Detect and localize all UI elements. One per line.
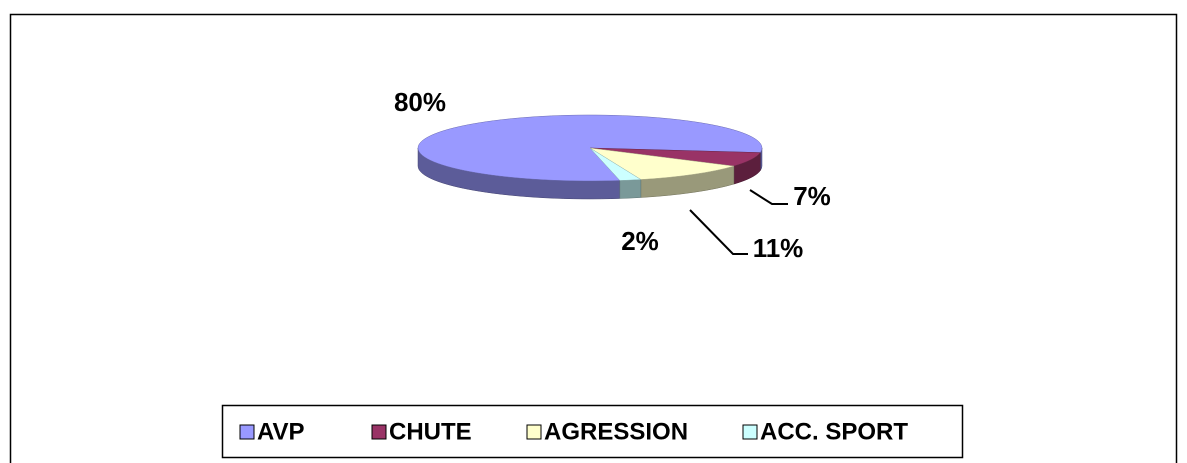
- legend-label: ACC. SPORT: [760, 418, 908, 445]
- legend-label: CHUTE: [389, 418, 472, 445]
- data-label: 2%: [621, 226, 659, 256]
- chart-frame: [9, 13, 1178, 463]
- legend-label: AVP: [257, 418, 305, 445]
- leader-line: [749, 189, 788, 205]
- legend-swatch: [239, 424, 255, 440]
- data-label: 11%: [753, 233, 804, 263]
- legend-swatch: [526, 424, 542, 440]
- leader-line: [689, 209, 748, 255]
- pie-tops: [417, 114, 763, 182]
- data-label: 7%: [793, 181, 831, 211]
- legend-swatch: [742, 424, 758, 440]
- legend-label: AGRESSION: [544, 418, 688, 445]
- data-label: 80%: [394, 87, 446, 117]
- pie-slice: [589, 147, 734, 180]
- pie-slice: [589, 147, 642, 181]
- pie-side: [619, 179, 642, 199]
- legend-box: [221, 404, 964, 459]
- legend-swatch: [371, 424, 387, 440]
